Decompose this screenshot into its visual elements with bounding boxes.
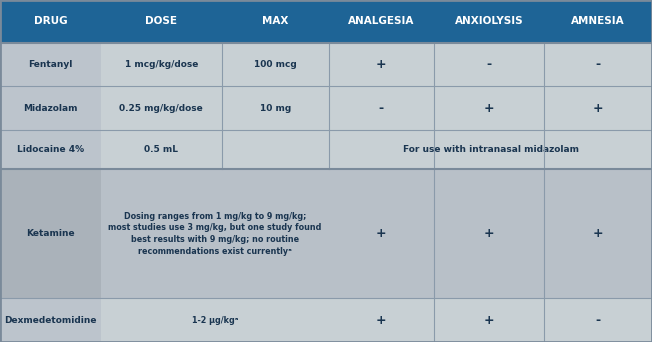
Bar bbox=[0, 43, 101, 87]
Text: For use with intranasal midazolam: For use with intranasal midazolam bbox=[403, 145, 578, 154]
Text: ANALGESIA: ANALGESIA bbox=[348, 16, 415, 26]
Text: +: + bbox=[376, 58, 387, 71]
Text: Dosing ranges from 1 mg/kg to 9 mg/kg;
most studies use 3 mg/kg, but one study f: Dosing ranges from 1 mg/kg to 9 mg/kg; m… bbox=[108, 212, 322, 256]
Bar bbox=[0, 130, 101, 169]
Bar bbox=[0, 130, 652, 169]
Text: 0.5 mL: 0.5 mL bbox=[144, 145, 179, 154]
Text: Fentanyl: Fentanyl bbox=[28, 60, 73, 69]
Text: DOSE: DOSE bbox=[145, 16, 177, 26]
Text: +: + bbox=[376, 314, 387, 327]
Text: +: + bbox=[484, 227, 494, 240]
Text: +: + bbox=[484, 102, 494, 115]
Text: AMNESIA: AMNESIA bbox=[571, 16, 625, 26]
Text: 0.25 mg/kg/dose: 0.25 mg/kg/dose bbox=[119, 104, 203, 113]
Text: 1 mcg/kg/dose: 1 mcg/kg/dose bbox=[125, 60, 198, 69]
Text: Dexmedetomidine: Dexmedetomidine bbox=[5, 316, 96, 325]
Text: +: + bbox=[593, 227, 604, 240]
Text: 1-2 μg/kgᵃ: 1-2 μg/kgᵃ bbox=[192, 316, 239, 325]
Bar bbox=[0, 0, 652, 43]
Bar bbox=[0, 298, 652, 342]
Text: 100 mcg: 100 mcg bbox=[254, 60, 297, 69]
Text: ANXIOLYSIS: ANXIOLYSIS bbox=[454, 16, 524, 26]
Text: 10 mg: 10 mg bbox=[260, 104, 291, 113]
Text: -: - bbox=[596, 314, 600, 327]
Bar bbox=[0, 87, 652, 130]
Text: -: - bbox=[486, 58, 492, 71]
Bar bbox=[0, 87, 101, 130]
Text: -: - bbox=[379, 102, 384, 115]
Text: Ketamine: Ketamine bbox=[26, 229, 75, 238]
Text: DRUG: DRUG bbox=[34, 16, 67, 26]
Bar bbox=[0, 298, 101, 342]
Text: +: + bbox=[376, 227, 387, 240]
Text: +: + bbox=[484, 314, 494, 327]
Bar bbox=[0, 43, 652, 87]
Bar bbox=[0, 169, 652, 298]
Text: +: + bbox=[593, 102, 604, 115]
Text: MAX: MAX bbox=[262, 16, 289, 26]
Text: Midazolam: Midazolam bbox=[23, 104, 78, 113]
Text: Lidocaine 4%: Lidocaine 4% bbox=[17, 145, 84, 154]
Bar bbox=[0, 169, 101, 298]
Text: -: - bbox=[596, 58, 600, 71]
